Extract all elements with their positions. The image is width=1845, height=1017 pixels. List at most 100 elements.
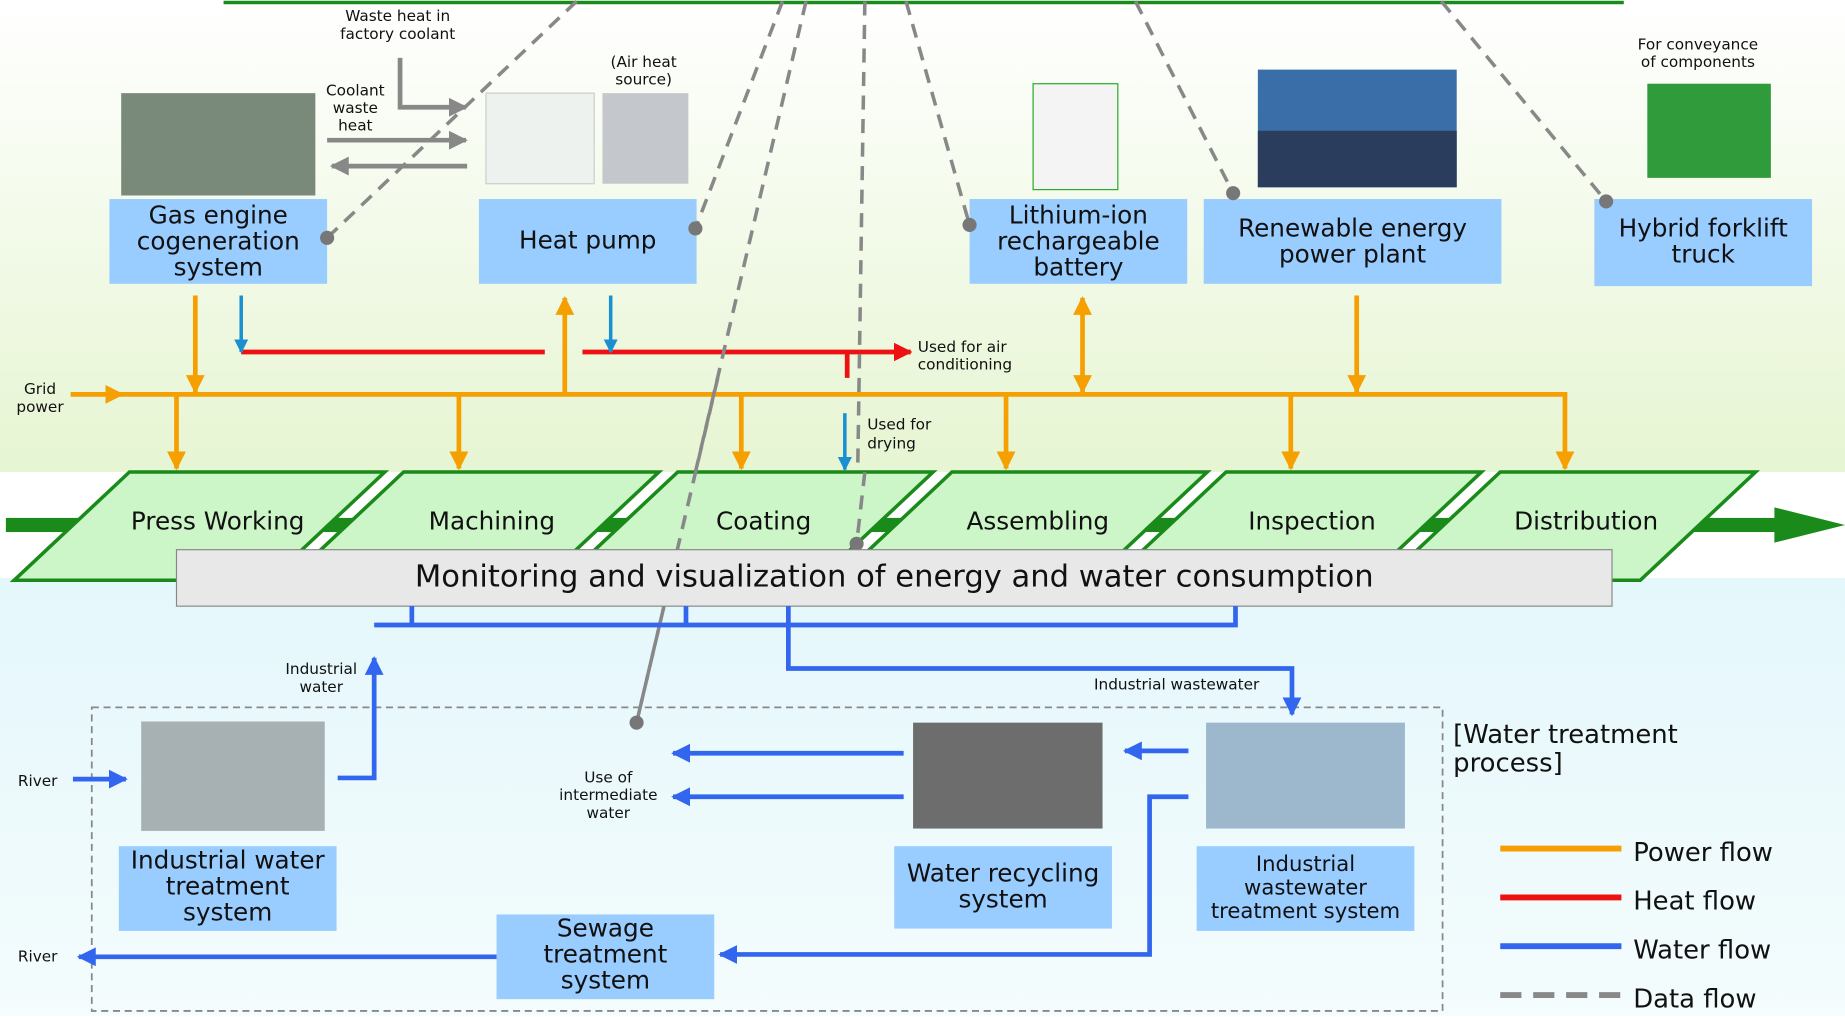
engine-photo — [121, 93, 316, 196]
water-system-label: wastewater — [1244, 875, 1367, 900]
equipment-box — [1203, 199, 1502, 284]
water-system-label: system — [183, 897, 272, 926]
process-label: Machining — [429, 507, 555, 536]
water-flow — [786, 606, 1302, 717]
equipment-label: Lithium-ion — [1009, 201, 1148, 230]
water-flow — [718, 794, 1189, 964]
battery-photo — [1032, 83, 1119, 191]
annotation: water — [587, 804, 631, 822]
annotation: drying — [867, 434, 916, 452]
equipment-label: Hybrid forklift — [1619, 214, 1789, 243]
annotation: [Water treatment — [1453, 720, 1678, 750]
equipment-box — [478, 199, 697, 284]
equipment-label: cogeneration — [137, 227, 300, 256]
annotation: waste — [333, 99, 378, 117]
monitoring-label: Monitoring and visualization of energy a… — [415, 559, 1374, 594]
annotation: Grid — [24, 380, 56, 398]
annotation: For conveyance — [1638, 35, 1759, 53]
dot — [962, 217, 977, 232]
dot — [629, 715, 644, 730]
photos — [121, 69, 1771, 831]
equipment-box — [969, 199, 1188, 284]
annotation: Coolant — [326, 81, 385, 99]
main-arrow-head — [1774, 507, 1845, 543]
water-system-label: treatment — [166, 871, 290, 900]
legend-label: Heat flow — [1633, 887, 1756, 917]
solar-panels — [1257, 130, 1457, 188]
data-flow — [693, 0, 785, 230]
waste-heat-flow — [397, 57, 468, 117]
annotation: Waste heat in — [345, 7, 450, 25]
legend: Power flow Heat flow Water flow Data flow — [1500, 838, 1773, 1014]
data-flow — [904, 0, 972, 226]
equipment-label: rechargeable — [997, 227, 1160, 256]
water-flow — [337, 656, 384, 781]
process-label: Distribution — [1514, 507, 1658, 536]
equipment-label: system — [174, 252, 263, 281]
dot — [849, 536, 864, 551]
water-system-label: Sewage — [557, 914, 654, 943]
water-system-box — [1196, 846, 1415, 931]
equipment-label: truck — [1672, 240, 1736, 269]
annotation: of components — [1641, 53, 1755, 71]
process-label: Press Working — [131, 507, 305, 536]
data-flow — [854, 471, 867, 545]
chiller-photo — [485, 92, 595, 185]
annotation: power — [16, 398, 64, 416]
water-system-label: treatment system — [1211, 898, 1400, 923]
data-flow — [854, 1, 867, 544]
dot — [320, 230, 335, 245]
water-system-box — [894, 846, 1112, 929]
annotation: conditioning — [918, 355, 1012, 373]
water-flow — [374, 606, 1238, 628]
flows — [70, 57, 1575, 472]
equipment-box — [109, 199, 328, 284]
equipment-label: battery — [1033, 252, 1123, 281]
annotation: intermediate — [559, 786, 657, 804]
annotation: Used for air — [918, 338, 1008, 356]
data-dots — [320, 186, 1614, 730]
water-system-box — [118, 846, 337, 931]
annotation: Used for — [867, 415, 932, 433]
annotation: River — [18, 772, 58, 790]
legend-label: Water flow — [1633, 935, 1771, 965]
recycling-photo — [913, 722, 1103, 829]
water-system-label: Water recycling — [907, 858, 1099, 887]
water-system-box — [496, 914, 715, 1000]
process-label: Coating — [716, 507, 811, 536]
water-system-label: treatment — [543, 940, 667, 969]
forklift-photo — [1647, 83, 1771, 178]
annotation: factory coolant — [340, 25, 455, 43]
legend-label: Data flow — [1633, 984, 1756, 1014]
water-system-label: Industrial water — [131, 845, 326, 874]
data-flow — [1133, 0, 1235, 194]
legend-label: Power flow — [1633, 838, 1773, 868]
water-system-label: Industrial — [1256, 851, 1355, 876]
equipment-box — [1594, 199, 1813, 287]
annotation: (Air heat — [611, 53, 677, 71]
annotation: Industrial wastewater — [1094, 675, 1260, 693]
data-flow — [1440, 0, 1608, 203]
dot — [1599, 194, 1614, 209]
equipment-label: power plant — [1279, 240, 1426, 269]
water-system-label: system — [958, 884, 1047, 913]
equipment-label: Heat pump — [519, 225, 656, 254]
dot — [1226, 186, 1241, 201]
annotation: Use of — [584, 768, 633, 786]
wastewater-photo — [1206, 722, 1405, 829]
equipment-label: Gas engine — [149, 201, 288, 230]
water-plant-photo — [141, 721, 325, 831]
water-process-frame — [90, 706, 1444, 1012]
water-system-label: system — [561, 966, 650, 995]
process-label: Assembling — [967, 507, 1110, 536]
annotation: process] — [1453, 748, 1563, 778]
data-flow — [325, 0, 578, 240]
monitoring-box — [175, 549, 1613, 607]
process-label: Inspection — [1248, 507, 1376, 536]
annotation: source) — [615, 71, 672, 89]
dot — [688, 221, 703, 236]
annotation: Industrial — [285, 660, 357, 678]
air-heat-photo — [602, 93, 689, 184]
